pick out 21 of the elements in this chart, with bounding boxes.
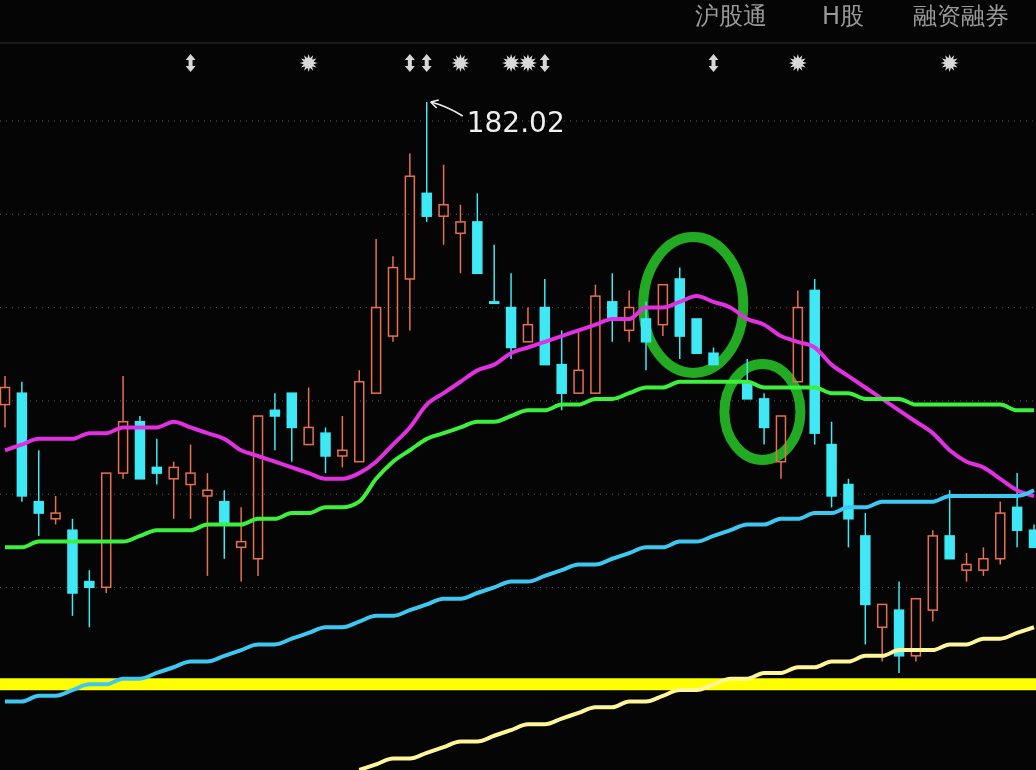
candlestick [387,255,399,343]
candlestick [151,438,163,486]
candlestick [623,289,635,343]
candlestick [185,443,196,520]
text: 沪股通 [695,2,767,30]
candlestick [16,381,28,503]
candlestick [0,375,11,429]
candlestick [33,449,44,537]
candlestick [117,375,129,480]
candlestick [438,164,449,246]
candlestick [640,301,652,372]
candlestick [860,512,871,646]
candlestick [758,392,770,446]
candlestick [1011,472,1023,549]
annotation: 182.02 [466,106,565,139]
text: 融资融券 [913,2,1009,30]
candlestick [269,392,281,452]
candlestick [404,152,416,332]
candlestick [927,529,939,623]
candlestick [235,506,247,583]
text: H股 [822,2,865,30]
